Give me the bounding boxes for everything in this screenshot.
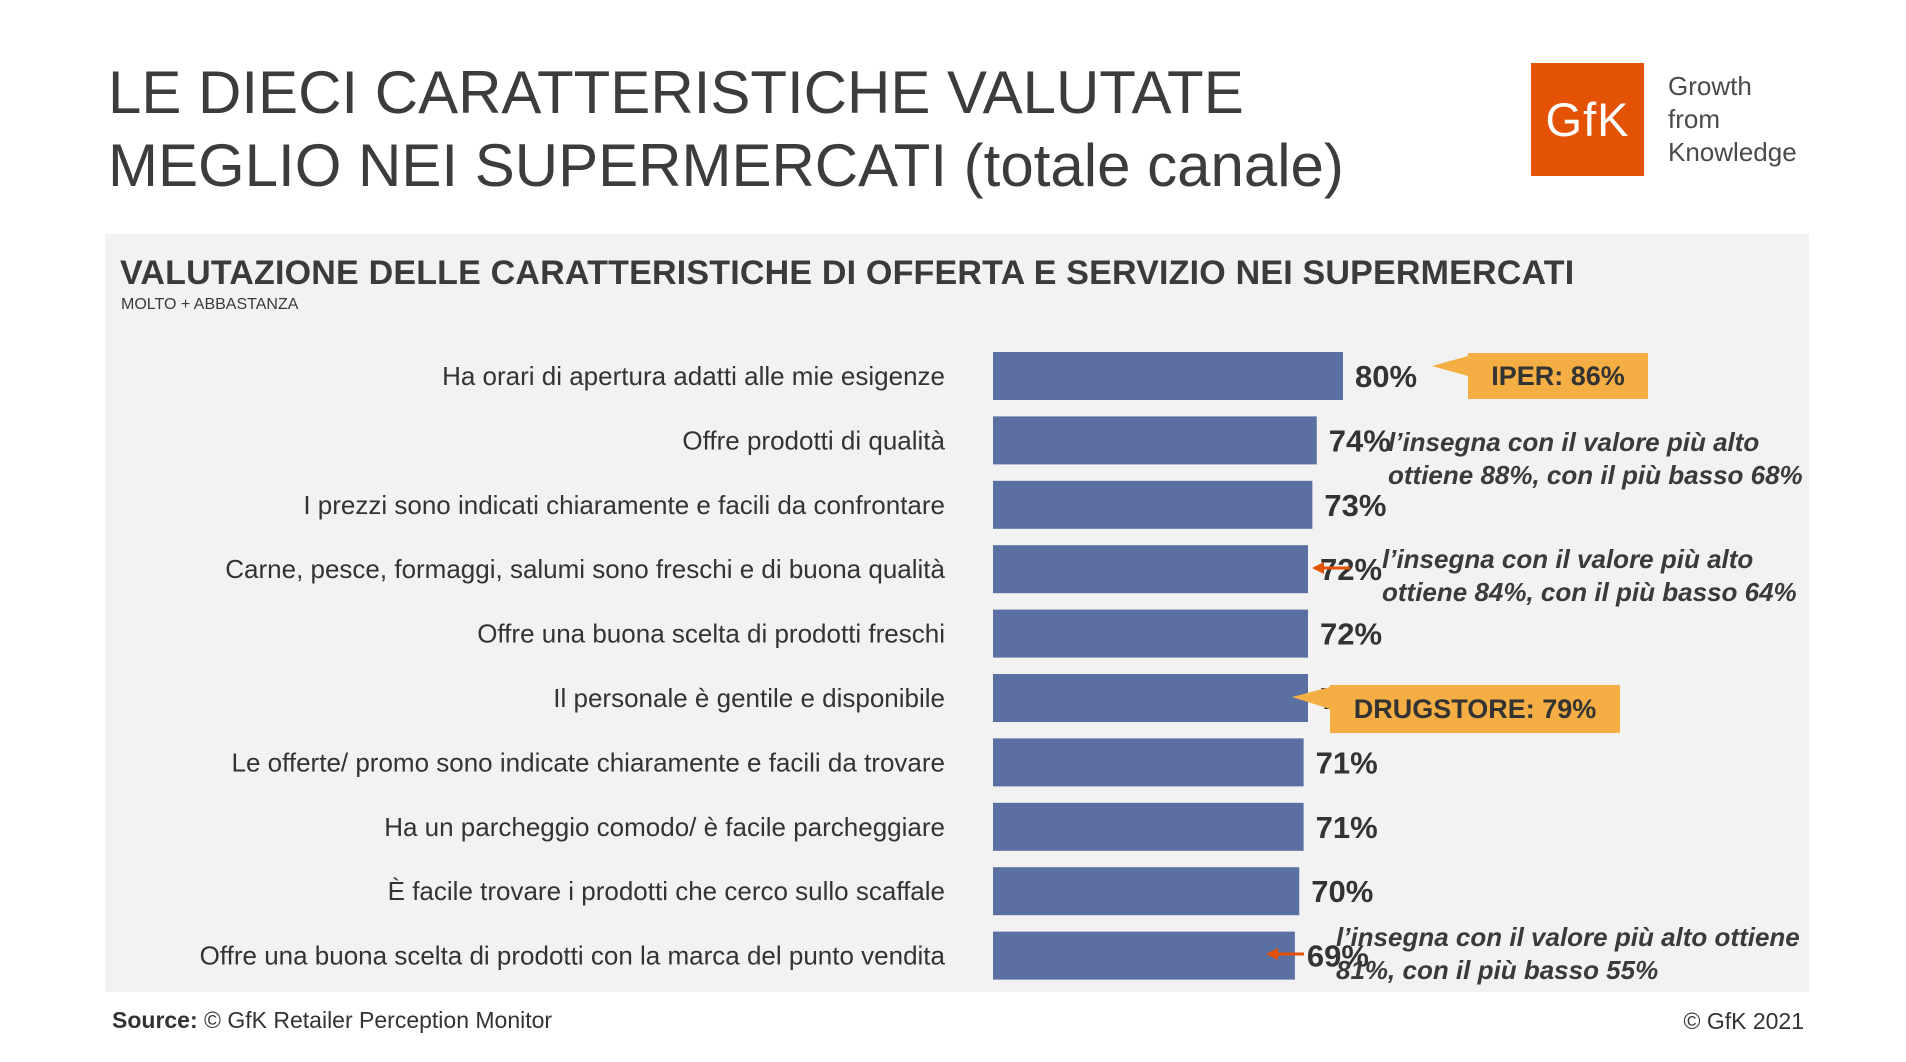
value-label: 80% — [1355, 359, 1417, 394]
category-label: Offre prodotti di qualità — [682, 425, 945, 455]
logo-text: GfK — [1545, 93, 1630, 146]
bar — [993, 545, 1308, 594]
bar — [993, 674, 1308, 722]
tagline-line-2: from — [1668, 104, 1720, 134]
value-label: 72% — [1320, 617, 1382, 652]
value-label: 73% — [1324, 488, 1386, 523]
value-label: 69% — [1307, 939, 1369, 974]
bar — [993, 352, 1343, 400]
callout-drugstore-pointer — [1292, 687, 1330, 709]
callout-iper-pointer — [1432, 356, 1468, 376]
copyright: © GfK 2021 — [1683, 1008, 1804, 1034]
gfk-logo: GfK — [1531, 63, 1644, 176]
title-line-1: LE DIECI CARATTERISTICHE VALUTATE — [108, 59, 1244, 126]
callout-iper: IPER: 86% — [1468, 353, 1648, 399]
value-label: 72% — [1320, 552, 1382, 587]
source-label: Source: — [112, 1007, 198, 1033]
bar — [993, 738, 1304, 787]
bar — [993, 931, 1295, 980]
value-label: 70% — [1311, 874, 1373, 909]
category-label: I prezzi sono indicati chiaramente e fac… — [303, 490, 945, 520]
arrow-left-icon — [1312, 562, 1350, 574]
note-fresh: l’insegna con il valore più alto ottiene… — [1382, 543, 1797, 609]
bar — [993, 867, 1300, 916]
category-label: Le offerte/ promo sono indicate chiarame… — [232, 747, 945, 777]
bar — [993, 802, 1304, 851]
value-label: 71% — [1316, 810, 1378, 845]
category-label: Ha un parcheggio comodo/ è facile parche… — [384, 812, 945, 842]
bar — [993, 416, 1317, 465]
callout-drugstore: DRUGSTORE: 79% — [1330, 685, 1620, 733]
chart-subsubtitle: MOLTO + ABBASTANZA — [121, 296, 299, 313]
value-label: 71% — [1316, 745, 1378, 780]
category-label: Carne, pesce, formaggi, salumi sono fres… — [225, 554, 945, 584]
bar — [993, 609, 1308, 658]
arrow-left-icon — [1266, 948, 1304, 960]
category-label: Il personale è gentile e disponibile — [553, 683, 945, 713]
note-quality-line-1: l’insegna con il valore più alto — [1388, 427, 1760, 457]
note-fresh-line-2: ottiene 84%, con il più basso 64% — [1382, 577, 1797, 607]
source-text: © GfK Retailer Perception Monitor — [197, 1007, 553, 1033]
tagline-line-1: Growth — [1668, 71, 1752, 101]
note-private-label: l’insegna con il valore più alto ottiene… — [1336, 921, 1800, 987]
chart-subtitle: VALUTAZIONE DELLE CARATTERISTICHE DI OFF… — [120, 254, 1575, 292]
note-quality-line-2: ottiene 88%, con il più basso 68% — [1388, 460, 1803, 490]
category-label: Ha orari di apertura adatti alle mie esi… — [442, 361, 945, 391]
bar — [993, 480, 1313, 529]
source-note: Source: © GfK Retailer Perception Monito… — [112, 1007, 552, 1034]
value-label: 74% — [1329, 423, 1391, 458]
note-private-label-line-1: l’insegna con il valore più alto ottiene — [1336, 922, 1800, 952]
title-line-2: MEGLIO NEI SUPERMERCATI (totale canale) — [108, 132, 1344, 199]
logo-tagline: Growth from Knowledge — [1668, 70, 1797, 169]
note-quality: l’insegna con il valore più alto ottiene… — [1388, 426, 1803, 492]
category-label: Offre una buona scelta di prodotti fresc… — [477, 619, 945, 649]
page-title: LE DIECI CARATTERISTICHE VALUTATE MEGLIO… — [108, 56, 1408, 202]
tagline-line-3: Knowledge — [1668, 137, 1797, 167]
category-label: Offre una buona scelta di prodotti con l… — [200, 941, 946, 971]
note-fresh-line-1: l’insegna con il valore più alto — [1382, 544, 1754, 574]
note-private-label-line-2: 81%, con il più basso 55% — [1336, 955, 1659, 985]
category-label: È facile trovare i prodotti che cerco su… — [388, 876, 945, 906]
